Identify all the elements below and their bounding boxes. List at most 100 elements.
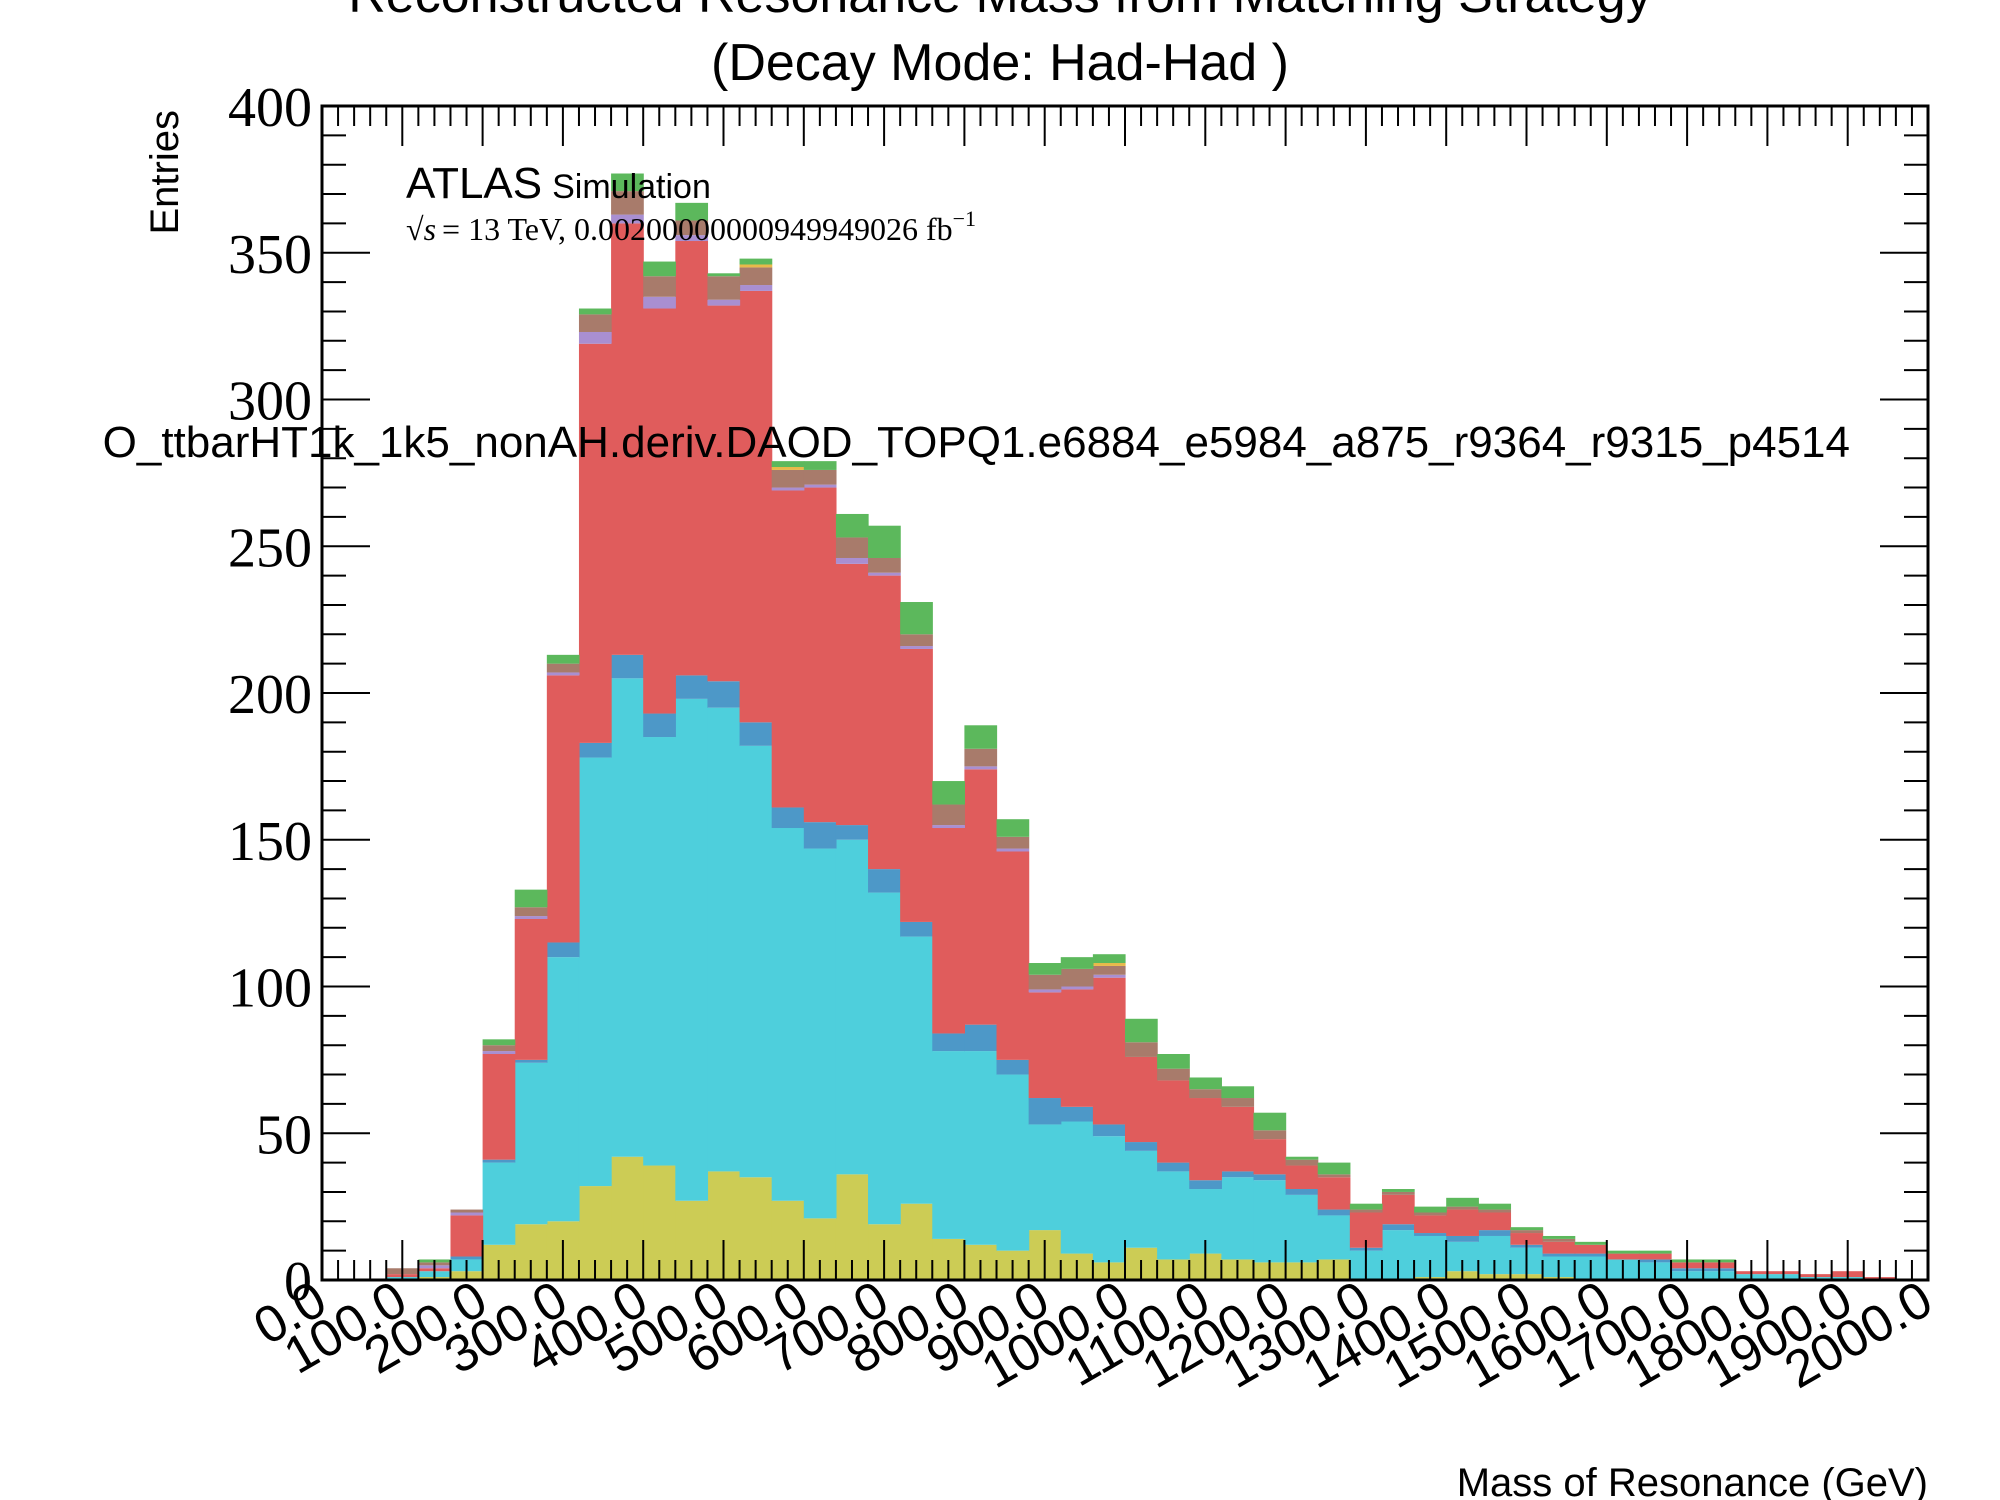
bar-s7-b21 [996, 819, 1030, 837]
bar-s3-b13 [739, 290, 773, 723]
bar-s3-b31 [1317, 1177, 1351, 1210]
bar-s4-b12 [707, 299, 741, 306]
bar-s5-b35 [1446, 1206, 1479, 1210]
bar-s1-b9 [611, 678, 644, 1157]
bar-s3-b9 [611, 223, 644, 655]
bar-s2-b38 [1542, 1253, 1576, 1257]
bar-s2-b10 [643, 713, 676, 738]
bar-s3-b37 [1510, 1233, 1544, 1245]
bar-s1-b19 [932, 1051, 965, 1239]
bar-s3-b19 [932, 828, 965, 1034]
bar-s4-b15 [803, 484, 837, 488]
bar-s7-b27 [1189, 1077, 1222, 1090]
bar-s7-b15 [803, 461, 837, 470]
bar-s3-b5 [482, 1054, 516, 1160]
bar-s2-b5 [482, 1159, 516, 1163]
bar-s2-b31 [1317, 1209, 1351, 1216]
bar-s4-b11 [675, 235, 709, 242]
bar-s2-b14 [771, 807, 805, 829]
bar-s7-b10 [643, 261, 676, 277]
bar-s3-b28 [1221, 1106, 1255, 1172]
bar-s3-b27 [1189, 1098, 1222, 1181]
bar-s5-b33 [1381, 1191, 1415, 1195]
histogram-stack [386, 173, 1897, 1280]
bar-s6-b24 [1092, 963, 1126, 966]
bar-s1-b29 [1253, 1180, 1287, 1263]
bar-s2-b29 [1253, 1174, 1287, 1181]
bar-s5-b23 [1060, 968, 1094, 987]
bar-s5-b20 [964, 748, 998, 767]
y-tick-label: 50 [256, 1104, 312, 1166]
bar-s2-b22 [1028, 1098, 1062, 1125]
bar-s4-b7 [546, 672, 580, 676]
bar-s7-b28 [1221, 1086, 1255, 1099]
bar-s1-b16 [835, 839, 869, 1175]
y-tick-label: 100 [228, 958, 312, 1020]
bar-s1-b7 [546, 957, 580, 1222]
bar-s2-b27 [1189, 1180, 1222, 1190]
bar-s3-b40 [1606, 1253, 1640, 1260]
y-tick-label: 400 [228, 77, 312, 139]
bar-s5-b19 [932, 804, 965, 826]
bar-s7-b35 [1446, 1197, 1479, 1207]
bar-s1-b28 [1221, 1177, 1255, 1260]
bar-s1-b15 [803, 848, 837, 1219]
bar-s5-b34 [1414, 1212, 1447, 1216]
bar-s3-b30 [1285, 1165, 1319, 1190]
bar-s5-b18 [900, 634, 933, 647]
bar-s4-b5 [482, 1051, 516, 1055]
bar-s5-b24 [1092, 965, 1126, 975]
bar-s7-b23 [1060, 957, 1094, 969]
bar-s7-b19 [932, 781, 965, 805]
atlas-label-main: ATLAS [406, 159, 542, 208]
bar-s7-b24 [1092, 954, 1126, 964]
bar-s0-b9 [611, 1156, 644, 1280]
bar-s7-b36 [1478, 1203, 1512, 1210]
bar-s2-b9 [611, 654, 644, 679]
bar-s5-b6 [514, 907, 548, 917]
bar-s3-b8 [578, 343, 612, 743]
bar-s2-b19 [932, 1033, 965, 1052]
bar-s2-b15 [803, 822, 837, 849]
bar-s1-b8 [578, 757, 612, 1187]
bar-s7-b5 [482, 1039, 516, 1046]
bar-s4-b22 [1028, 989, 1062, 993]
bar-s2-b25 [1125, 1142, 1158, 1151]
bar-s7-b22 [1028, 963, 1062, 975]
chart-title-line1: Reconstructed Resonance Mass from Matchi… [348, 0, 1651, 24]
bar-s1-b6 [514, 1062, 548, 1225]
bar-s2-b13 [739, 722, 773, 746]
bar-s3-b16 [835, 563, 869, 826]
bar-s7-b38 [1542, 1235, 1576, 1239]
plot-frame [320, 104, 1930, 1282]
bar-s1-b21 [996, 1074, 1030, 1251]
bar-s3-b38 [1542, 1241, 1576, 1254]
bar-s5-b8 [578, 314, 612, 332]
bar-s4-b9 [611, 214, 644, 224]
bar-s5-b25 [1125, 1042, 1158, 1057]
x-tick-labels: 0.0100.0200.0300.0400.0500.0600.0700.080… [244, 1270, 1942, 1400]
lumi-sqrt-symbol: √ [406, 211, 424, 247]
bar-s4-b21 [996, 848, 1030, 852]
bar-s5-b16 [835, 537, 869, 558]
y-tick-label: 200 [228, 664, 312, 726]
bar-s7-b26 [1157, 1054, 1190, 1069]
bar-s1-b5 [482, 1162, 516, 1245]
bar-s3-b15 [803, 487, 837, 823]
bar-s3-b23 [1060, 989, 1094, 1107]
bar-s1-b23 [1060, 1121, 1094, 1254]
bar-s5-b10 [643, 276, 676, 297]
bar-s5-b37 [1510, 1230, 1544, 1234]
bar-s3-b26 [1157, 1080, 1190, 1163]
bar-s5-b9 [611, 191, 644, 215]
bar-s5-b12 [707, 276, 741, 300]
bar-s7-b41 [1638, 1250, 1672, 1254]
bar-s2-b18 [900, 921, 933, 937]
bar-s2-b21 [996, 1059, 1030, 1075]
bar-s1-b12 [707, 707, 741, 1172]
bar-s1-b20 [964, 1051, 998, 1245]
lumi-value: = 13 TeV, 0.00200000000949949026 fb [442, 211, 953, 247]
bar-s7-b13 [739, 258, 773, 265]
bar-s3-b11 [675, 241, 709, 676]
